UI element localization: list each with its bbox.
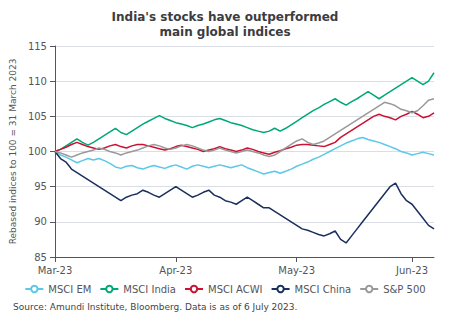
svg-text:May-23: May-23 xyxy=(278,265,315,276)
svg-text:MSCI ACWI: MSCI ACWI xyxy=(208,284,263,295)
svg-text:105: 105 xyxy=(28,111,47,122)
svg-text:95: 95 xyxy=(34,181,47,192)
svg-text:115: 115 xyxy=(28,41,47,52)
svg-text:MSCI China: MSCI China xyxy=(295,284,352,295)
svg-text:110: 110 xyxy=(28,76,47,87)
svg-text:S&P 500: S&P 500 xyxy=(383,284,425,295)
svg-text:100: 100 xyxy=(28,146,47,157)
svg-text:Mar-23: Mar-23 xyxy=(38,265,73,276)
svg-text:Apr-23: Apr-23 xyxy=(159,265,192,276)
svg-text:90: 90 xyxy=(34,216,47,227)
svg-text:India's stocks have outperform: India's stocks have outperformed xyxy=(112,10,339,24)
svg-text:MSCI EM: MSCI EM xyxy=(48,284,91,295)
svg-text:main global indices: main global indices xyxy=(159,25,290,39)
svg-text:Jun-23: Jun-23 xyxy=(395,265,428,276)
svg-text:Source: Amundi Institute, Bloo: Source: Amundi Institute, Bloomberg. Dat… xyxy=(13,302,297,312)
svg-text:MSCI India: MSCI India xyxy=(123,284,176,295)
svg-text:Rebased indices to 100 = 31 Ma: Rebased indices to 100 = 31 March 2023 xyxy=(8,59,18,245)
svg-text:85: 85 xyxy=(34,252,47,263)
